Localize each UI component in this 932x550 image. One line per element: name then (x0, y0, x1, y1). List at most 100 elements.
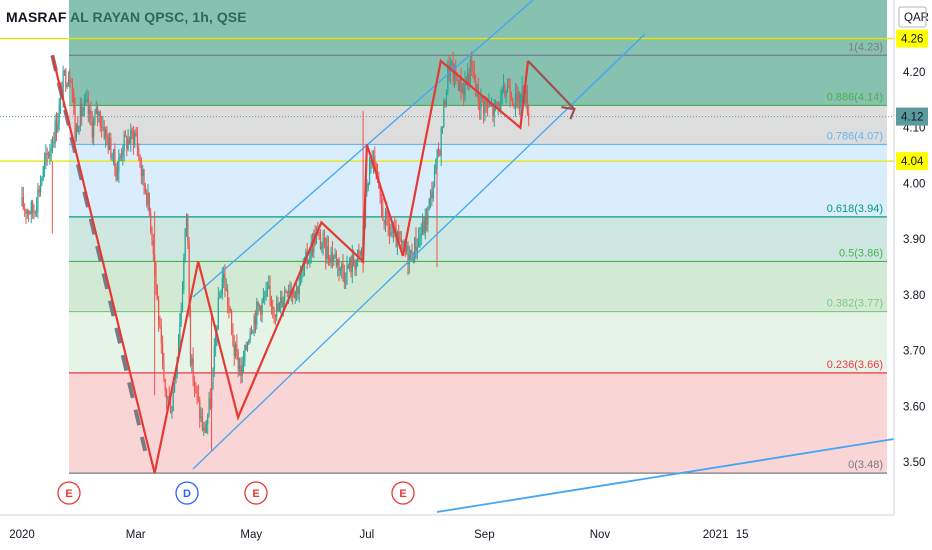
candle-body (230, 311, 233, 328)
candle-body (124, 134, 127, 137)
candle-body (415, 237, 417, 252)
candle-body (505, 92, 507, 97)
candle-body (360, 247, 363, 256)
candle-body (524, 98, 526, 103)
candle-body (146, 192, 148, 205)
candle-body (338, 259, 340, 272)
time-tick-label: 2020 (9, 529, 35, 541)
candle-body (366, 187, 368, 193)
candle-body (319, 233, 322, 249)
candle-body (294, 291, 296, 299)
price-label-box (896, 107, 928, 126)
candle-body (469, 59, 471, 83)
candle-body (262, 297, 265, 300)
price-tick-label: 4.20 (903, 67, 925, 79)
candle-body (295, 287, 298, 292)
candle-body (489, 103, 491, 107)
candle-body (224, 273, 226, 291)
candle-body (107, 136, 109, 150)
candle-body (370, 159, 372, 164)
fib-zone (69, 216, 887, 262)
candle-body (183, 257, 185, 290)
candle-body (341, 264, 343, 269)
badge-circle (244, 481, 268, 505)
earnings-badge[interactable]: E (391, 481, 415, 505)
candle-body (422, 221, 424, 235)
candle-body (138, 148, 140, 155)
candle-body (345, 281, 347, 283)
earnings-badge[interactable]: E (57, 481, 81, 505)
candle-body (479, 102, 481, 109)
candle-body (250, 332, 253, 334)
forecast-arrow-head (561, 106, 576, 120)
price-tick-label: 3.50 (903, 457, 925, 469)
candle-body (122, 151, 124, 157)
candle-body (136, 135, 139, 149)
candle-body (480, 96, 482, 109)
candle-body (197, 394, 200, 401)
dividend-badge[interactable]: D (175, 481, 199, 505)
candle-body (284, 291, 286, 301)
candle-body (43, 161, 46, 167)
candle-body (86, 98, 88, 100)
candle-body (180, 310, 182, 323)
candle-body (201, 416, 204, 431)
candle-body (45, 153, 47, 162)
candle-body (445, 89, 448, 106)
candle-body (134, 132, 136, 145)
candle-body (196, 386, 198, 395)
candle-body (169, 397, 172, 414)
price-label-box (896, 29, 928, 48)
candle-body (112, 149, 115, 158)
candle-body (444, 100, 446, 106)
candle-body (384, 211, 387, 225)
candle-body (159, 325, 161, 328)
badge-circle (175, 481, 199, 505)
candle-body (241, 364, 243, 376)
candle-body (62, 70, 64, 100)
earnings-badge[interactable]: E (244, 481, 268, 505)
candle-body (323, 237, 326, 239)
candle-body (155, 266, 157, 285)
fib-zone (69, 261, 887, 312)
candle-body (213, 345, 215, 368)
candle-body (278, 303, 280, 312)
candle-body (339, 268, 341, 272)
candle-body (35, 208, 38, 213)
candle-body (501, 87, 503, 94)
candle-body (425, 215, 428, 225)
candle-body (402, 240, 404, 243)
candle-body (526, 89, 528, 114)
candle-body (143, 169, 145, 186)
candle-body (108, 137, 111, 150)
candle-body (97, 108, 99, 116)
candle-body (496, 102, 498, 106)
candle-body (59, 92, 62, 106)
candle-body (221, 278, 223, 295)
candle-body (167, 396, 169, 400)
candle-body (286, 292, 288, 294)
time-tick-label: Sep (474, 529, 494, 541)
candle-body (58, 105, 60, 124)
candle-body (298, 285, 300, 295)
candle-body (33, 212, 35, 214)
candle-body (78, 127, 80, 133)
candle-body (82, 110, 84, 117)
candle-body (443, 100, 445, 128)
candle-body (65, 70, 67, 88)
candle-body (487, 103, 489, 107)
candlestick-series (21, 51, 530, 451)
candle-body (74, 107, 76, 139)
candle-body (521, 86, 523, 94)
candle-body (463, 88, 465, 97)
candle-body (120, 155, 123, 157)
candle-body (305, 251, 307, 258)
candle-body (184, 228, 186, 258)
candle-body (353, 255, 355, 265)
candle-body (215, 335, 217, 346)
long-trend-line (436, 438, 895, 513)
candle-body (24, 208, 26, 210)
candle-body (256, 301, 258, 325)
candle-body (116, 172, 119, 180)
